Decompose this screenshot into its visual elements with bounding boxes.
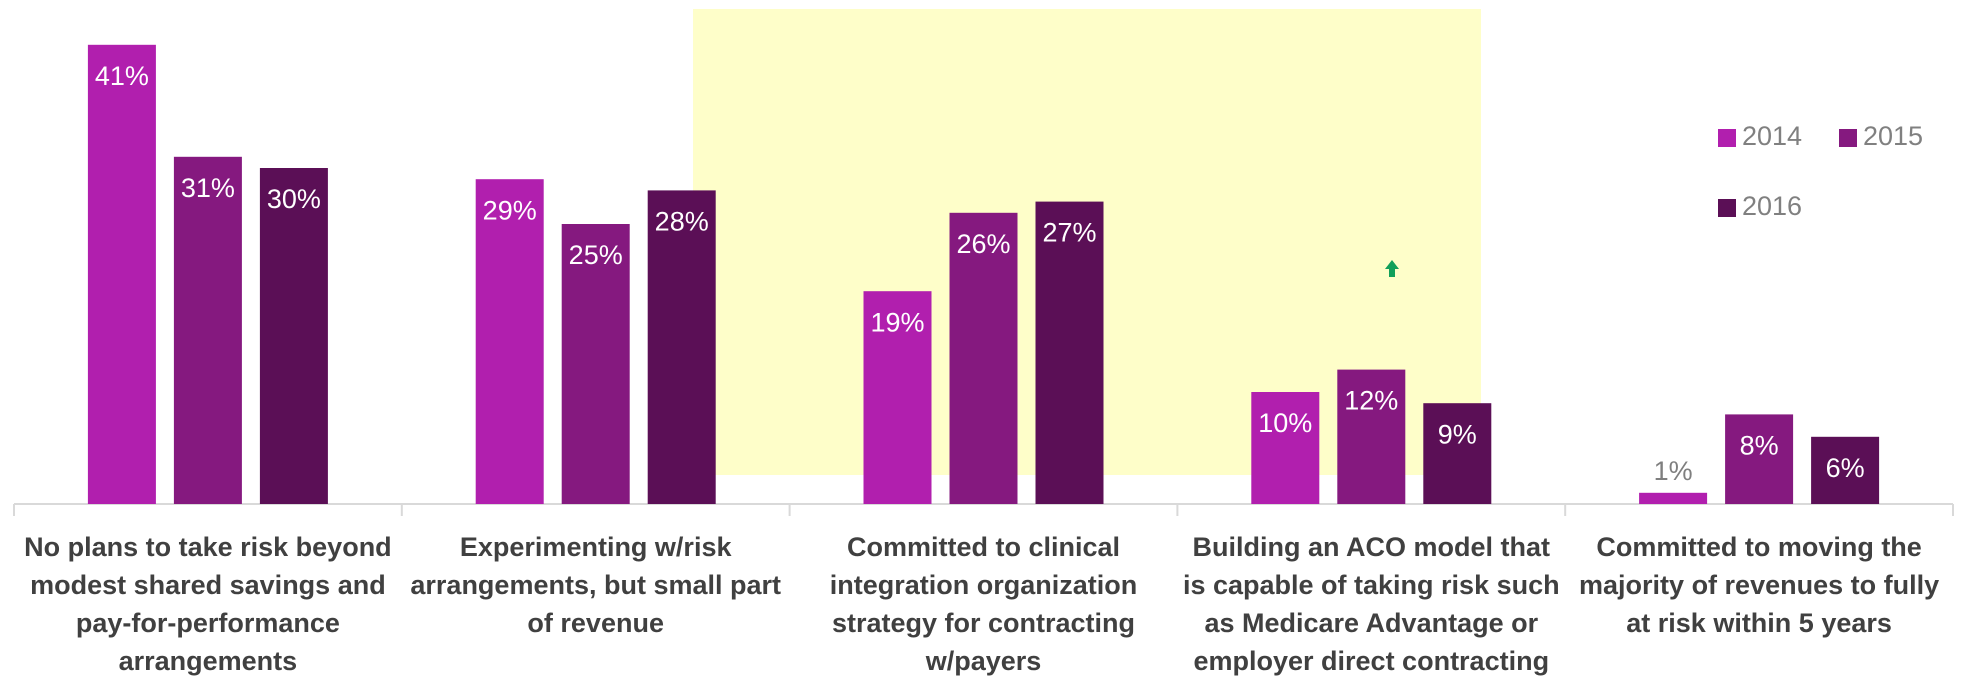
up-arrow: [1385, 260, 1399, 277]
x-tick-label: Experimenting w/risk arrangements, but s…: [410, 532, 781, 638]
legend-swatch: [1718, 129, 1736, 147]
data-label: 25%: [569, 240, 623, 270]
data-label: 41%: [95, 61, 149, 91]
bar: [87, 44, 156, 505]
data-label: 8%: [1740, 431, 1779, 461]
legend-label: 2014: [1742, 121, 1802, 151]
bar: [1639, 492, 1708, 504]
legend-label: 2015: [1863, 121, 1923, 151]
bar: [647, 190, 716, 504]
bar: [949, 212, 1018, 505]
data-label: 31%: [181, 173, 235, 203]
data-label: 29%: [483, 195, 537, 225]
data-label: 19%: [870, 307, 924, 337]
data-label: 28%: [655, 207, 709, 237]
x-tick-label: Committed to clinical integration organi…: [829, 532, 1138, 676]
x-tick-label: No plans to take risk beyond modest shar…: [24, 532, 392, 676]
data-label: 26%: [956, 229, 1010, 259]
bar: [259, 168, 328, 504]
data-label: 27%: [1042, 218, 1096, 248]
bar: [561, 224, 630, 504]
bar: [1811, 436, 1880, 504]
bar: [1337, 369, 1406, 504]
data-label: 12%: [1344, 386, 1398, 416]
data-label: 30%: [267, 184, 321, 214]
bar: [1035, 201, 1104, 504]
data-label: 9%: [1438, 419, 1477, 449]
bar: [475, 179, 544, 504]
bar: [1423, 403, 1492, 504]
bar: [1251, 392, 1320, 504]
legend-swatch: [1718, 199, 1736, 217]
bar: [1725, 414, 1794, 504]
x-tick-label: Committed to moving the majority of reve…: [1579, 532, 1940, 638]
data-label: 6%: [1826, 453, 1865, 483]
x-tick-label: Building an ACO model that is capable of…: [1182, 532, 1560, 676]
legend-label: 2016: [1742, 191, 1802, 221]
legend-swatch: [1839, 129, 1857, 147]
data-label: 1%: [1654, 456, 1693, 486]
bar: [863, 291, 932, 504]
data-label: 10%: [1258, 408, 1312, 438]
bar: [173, 156, 242, 505]
